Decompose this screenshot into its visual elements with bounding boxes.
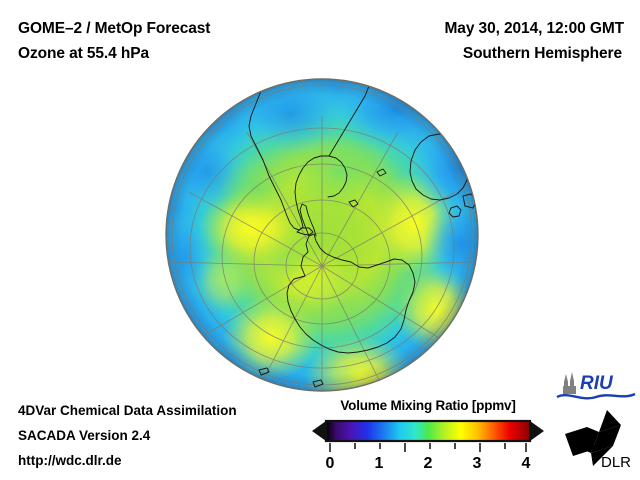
header-left-block: GOME–2 / MetOp Forecast Ozone at 55.4 hP… <box>18 16 318 66</box>
coastline-south-america <box>248 85 348 231</box>
dlr-logo-text: DLR <box>601 454 631 470</box>
wave-icon <box>556 392 636 400</box>
url-label[interactable]: http://wdc.dlr.de <box>18 453 122 468</box>
meridian-lines <box>168 116 476 391</box>
colorbar-tick-label: 3 <box>473 455 482 472</box>
cathedral-icon <box>563 372 576 394</box>
coastline-tierra-del-fuego <box>296 227 314 236</box>
coastline-islet-a <box>258 367 270 376</box>
coastline-tasmania <box>448 205 462 218</box>
coastline-south-america-east <box>328 85 370 157</box>
colorbar-tick-label: 0 <box>326 455 335 472</box>
timestamp-label: May 30, 2014, 12:00 GMT <box>444 20 625 37</box>
coastline-new-zealand-north <box>470 173 478 189</box>
version-label: SACADA Version 2.4 <box>18 428 151 443</box>
riu-logo-text: RIU <box>580 373 614 394</box>
globe-outline <box>165 78 479 392</box>
dlr-mark-icon <box>565 410 621 466</box>
colorbar-title: Volume Mixing Ratio [ppmv] <box>340 398 516 413</box>
colorbar-tick-label: 1 <box>375 455 384 472</box>
footer-text-block: 4DVar Chemical Data Assimilation SACADA … <box>18 398 237 473</box>
colorbar-bar <box>312 419 544 443</box>
instrument-title: GOME–2 / MetOp Forecast <box>18 20 211 37</box>
coastline-antarctic-peninsula <box>299 203 317 237</box>
colorbar-tick-label: 4 <box>522 455 531 472</box>
colorbar-svg[interactable]: 0 1 2 3 4 <box>312 418 544 472</box>
header-right-block: May 30, 2014, 12:00 GMT Southern Hemisph… <box>304 16 625 66</box>
colorbar-tick-labels: 0 1 2 3 4 <box>326 455 531 472</box>
graticule-layer <box>168 84 476 391</box>
colorbar-tick-label: 2 <box>424 455 433 472</box>
colorbar-block: Volume Mixing Ratio [ppmv] 0 1 2 3 <box>312 398 544 472</box>
dlr-logo: DLR <box>565 410 631 470</box>
variable-level-title: Ozone at 55.4 hPa <box>18 45 149 62</box>
colorbar-ticks <box>329 443 527 452</box>
coastline-south-georgia <box>376 168 387 177</box>
method-label: 4DVar Chemical Data Assimilation <box>18 403 237 418</box>
coastline-islet-b <box>312 379 324 388</box>
globe-svg <box>165 78 479 392</box>
coastline-antarctica <box>286 233 416 354</box>
riu-logo: RIU <box>556 372 636 400</box>
ozone-map-globe <box>163 76 481 394</box>
coastline-falkland-islands <box>348 199 359 208</box>
hemisphere-label: Southern Hemisphere <box>462 45 622 62</box>
